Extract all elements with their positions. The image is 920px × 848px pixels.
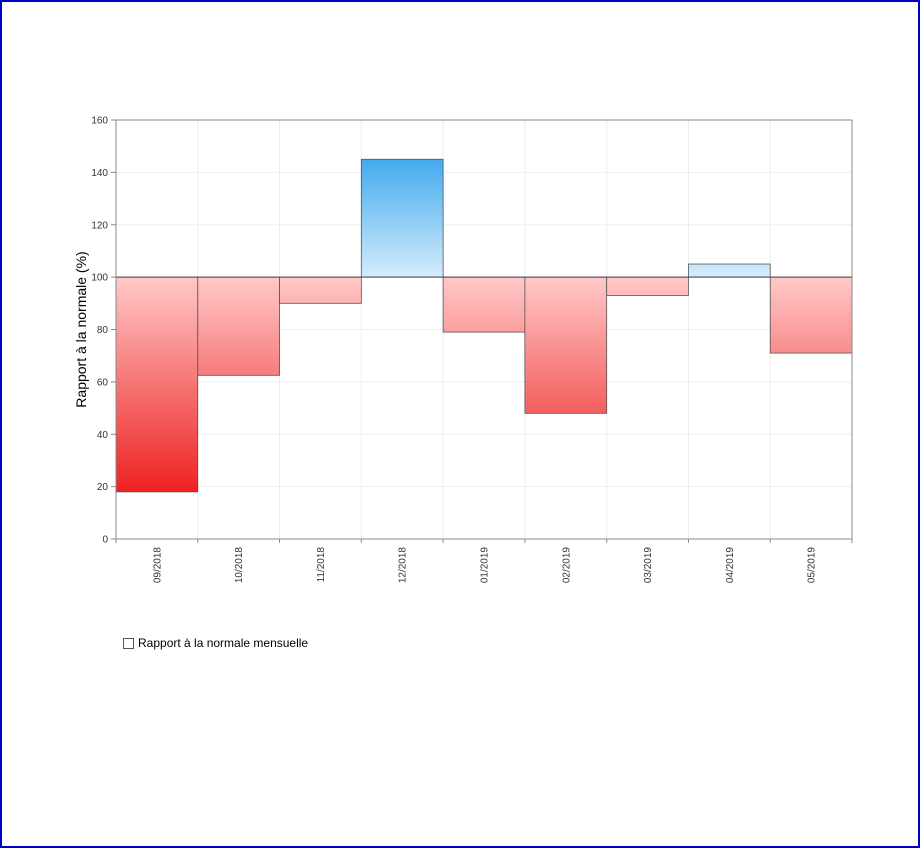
legend: Rapport à la normale mensuelle: [123, 636, 308, 650]
y-tick-label: 160: [91, 116, 108, 127]
tick-labels: 0 20 40 60 80 100 120 140 160 09/2018 10/2018 11/20…: [91, 116, 817, 584]
legend-label: Rapport à la normale mensuelle: [138, 636, 309, 650]
bar: [769, 276, 853, 354]
bar: [442, 276, 526, 333]
y-tick-label: 100: [91, 273, 108, 284]
x-tick-label: 12/2018: [398, 547, 409, 584]
x-tick-label: 03/2019: [643, 547, 654, 584]
bar: [688, 263, 771, 278]
x-tick-label: 02/2019: [561, 547, 572, 584]
axes: [111, 119, 853, 543]
bars: [115, 158, 853, 493]
y-axis-label: Rapport à la normale (%): [73, 251, 89, 407]
x-tick-label: 04/2019: [725, 547, 736, 584]
y-tick-label: 0: [102, 535, 108, 546]
x-tick-label: 11/2018: [316, 547, 327, 583]
x-tick-label: 05/2019: [807, 547, 818, 584]
y-tick-label: 80: [97, 325, 109, 336]
bar: [606, 276, 689, 296]
y-tick-label: 120: [91, 220, 108, 231]
x-tick-label: 09/2018: [152, 547, 163, 584]
bar: [115, 276, 199, 493]
x-tick-label: 01/2019: [480, 547, 491, 584]
legend-swatch: [123, 637, 134, 649]
bar: [524, 276, 608, 414]
bar: [279, 276, 362, 304]
x-tick-label: 10/2018: [234, 547, 245, 584]
y-tick-label: 140: [91, 168, 108, 179]
y-tick-label: 60: [97, 377, 109, 388]
bar: [360, 158, 444, 278]
y-tick-label: 20: [97, 482, 109, 493]
y-tick-label: 40: [97, 430, 109, 441]
bar: [197, 276, 280, 376]
